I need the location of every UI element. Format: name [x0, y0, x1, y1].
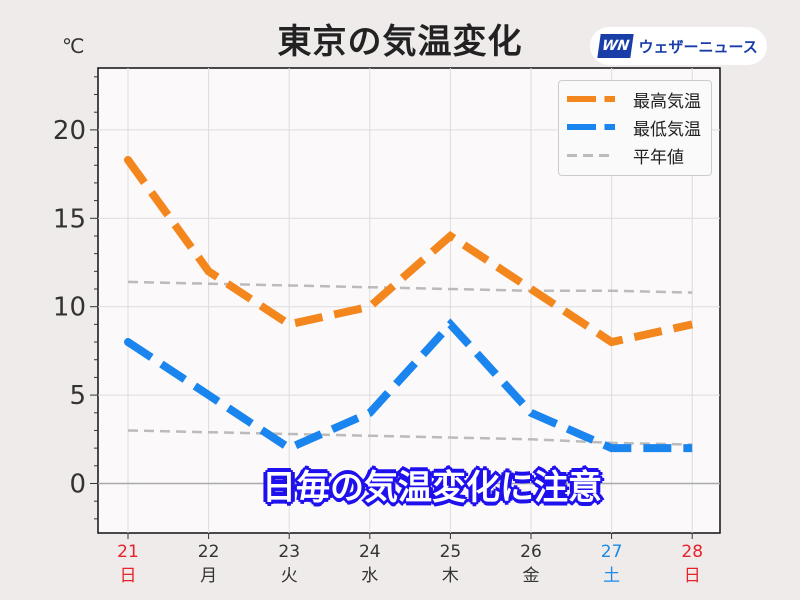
x-tick-label-weekday: 日	[120, 566, 137, 586]
y-tick-label: 20	[53, 116, 86, 146]
x-tick-label-date: 25	[440, 542, 462, 562]
legend-item-low: 最低気温	[559, 113, 701, 141]
x-tick-label-date: 23	[278, 542, 300, 562]
data-point	[124, 338, 132, 347]
x-tick-label-date: 27	[601, 542, 623, 562]
logo-text: ウェザーニュース	[638, 37, 758, 56]
x-tick-label-date: 26	[520, 542, 542, 562]
x-tick-label-date: 28	[681, 542, 703, 562]
y-tick-label: 0	[69, 469, 86, 499]
legend: 最高気温 最低気温 平年値	[558, 80, 712, 176]
series-line	[127, 429, 693, 446]
x-tick-label-weekday: 日	[684, 566, 701, 586]
chart-title: 東京の気温変化	[277, 22, 523, 62]
series-line	[124, 157, 694, 347]
x-tick-label-date: 21	[117, 542, 139, 562]
legend-item-high: 最高気温	[559, 85, 701, 113]
series-line	[125, 318, 693, 453]
weathernews-logo: WN ウェザーニュース	[590, 27, 767, 65]
x-tick-label-weekday: 水	[361, 566, 378, 586]
x-tick-label-weekday: 月	[200, 566, 217, 586]
y-axis-unit: ℃	[62, 34, 85, 58]
legend-swatch	[567, 124, 615, 130]
x-tick-label-weekday: 金	[523, 566, 540, 586]
legend-swatch	[567, 96, 615, 102]
series-line	[127, 280, 693, 294]
x-tick-label-weekday: 木	[442, 566, 459, 586]
x-tick-label-weekday: 土	[603, 566, 620, 586]
legend-label: 最低気温	[633, 119, 701, 140]
y-tick-label: 15	[53, 204, 86, 234]
y-tick-label: 10	[53, 293, 86, 323]
legend-label: 平年値	[633, 147, 684, 168]
y-tick-label: 5	[69, 381, 86, 411]
legend-item-normal: 平年値	[559, 141, 684, 169]
legend-label: 最高気温	[633, 91, 701, 112]
warning-banner: 日毎の気温変化に注意	[262, 468, 602, 508]
x-tick-label-weekday: 火	[281, 566, 298, 586]
legend-swatch	[567, 153, 615, 157]
x-tick-label-date: 22	[198, 542, 220, 562]
data-point	[124, 155, 132, 164]
x-tick-label-date: 24	[359, 542, 381, 562]
